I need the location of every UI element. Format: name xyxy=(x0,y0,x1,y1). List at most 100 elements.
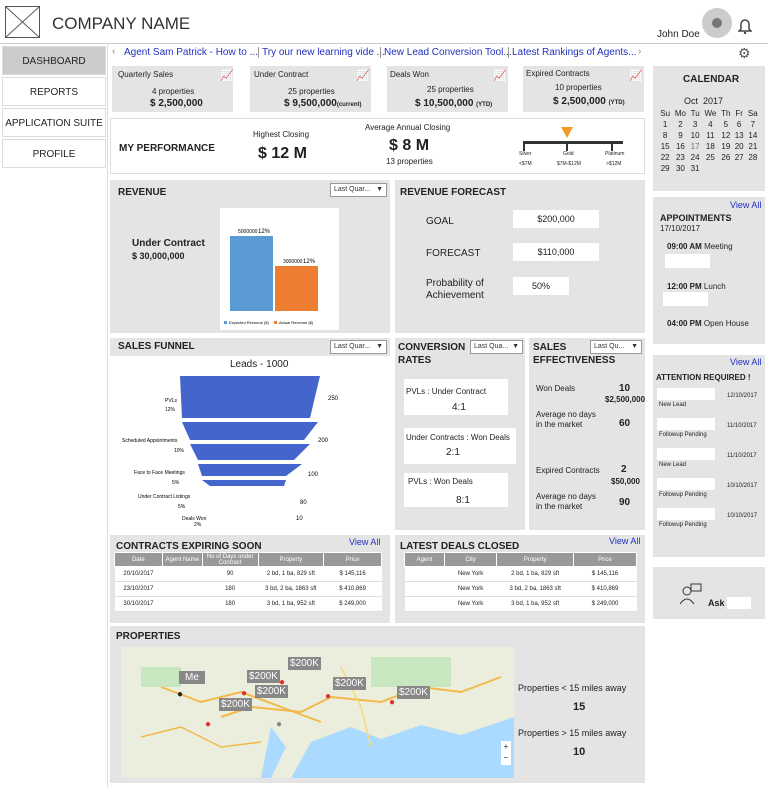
ticker-item[interactable]: New Lead Conversion Tool... xyxy=(380,47,512,58)
col-property[interactable]: Property xyxy=(257,552,325,567)
calendar-day[interactable]: 2 xyxy=(678,120,683,129)
map-price-label[interactable]: $200K xyxy=(247,670,280,683)
attention-item-label[interactable]: Followup Pending xyxy=(659,492,707,498)
table-row[interactable]: 20/10/2017 90 2 bd, 1 ba, 829 sft $ 145,116 xyxy=(114,566,382,582)
nav-application-suite[interactable]: APPLICATION SUITE xyxy=(2,108,106,137)
conversion-period-dropdown[interactable]: Last Qua... xyxy=(470,340,523,354)
table-row[interactable]: 30/10/2017 180 3 bd, 1 ba, 952 sft $ 249,00… xyxy=(114,596,382,612)
calendar-day[interactable]: 12 xyxy=(721,131,731,140)
map-pin-icon[interactable]: ● xyxy=(241,688,248,699)
ticker-next-icon[interactable]: › xyxy=(638,46,642,57)
ticker-item[interactable]: Try our new learning vide ... xyxy=(258,47,385,58)
stat-card-deals-won[interactable]: Deals Won 25 properties $ 10,500,000 (YT… xyxy=(387,66,508,112)
map-price-label[interactable]: $200K xyxy=(397,686,430,699)
appointments-view-all[interactable]: View All xyxy=(730,200,762,210)
table-row[interactable]: New York 2 bd, 1 ba, 829 sft $ 145,116 xyxy=(404,566,637,582)
calendar-day[interactable]: 1 xyxy=(662,120,668,129)
table-row[interactable]: New York 3 bd, 1 ba, 952 sft $ 249,000 xyxy=(404,596,637,612)
stat-card-quarterly-sales[interactable]: Quarterly Sales 4 properties $ 2,500,000… xyxy=(112,66,234,112)
calendar-day[interactable]: 11 xyxy=(706,131,715,140)
appointment-item[interactable]: 12:00 PM Lunch xyxy=(667,282,762,291)
calendar-day[interactable]: 18 xyxy=(705,142,715,151)
map-pin-icon[interactable]: ● xyxy=(279,677,286,688)
gear-icon[interactable]: ⚙ xyxy=(738,45,751,61)
calendar-day[interactable]: 26 xyxy=(721,153,731,162)
map-pin-icon[interactable]: ● xyxy=(389,697,396,708)
calendar-day[interactable]: 21 xyxy=(748,142,758,151)
col-agent[interactable]: Agent Name xyxy=(161,552,203,567)
col-agent[interactable]: Agent xyxy=(404,552,445,567)
col-property[interactable]: Property xyxy=(496,552,574,567)
attention-item-label[interactable]: New Lead xyxy=(659,402,687,408)
table-row[interactable]: 23/10/2017 180 3 bd, 2 ba, 1863 sft $ 410,8… xyxy=(114,581,382,597)
map-zoom-control[interactable]: + − xyxy=(501,741,511,765)
calendar-day[interactable]: 23 xyxy=(675,153,685,162)
effectiveness-period-dropdown[interactable]: Last Qu... xyxy=(590,340,642,354)
calendar-day[interactable]: 17 xyxy=(690,142,700,151)
appointment-item[interactable]: 04:00 PM Open House xyxy=(667,319,762,328)
nav-dashboard[interactable]: DASHBOARD xyxy=(2,46,106,75)
line-chart-icon[interactable]: 📈 xyxy=(356,70,370,82)
ticker-item[interactable]: Agent Sam Patrick - How to ... xyxy=(124,47,258,58)
calendar-day[interactable]: 24 xyxy=(690,153,700,162)
nav-reports[interactable]: REPORTS xyxy=(2,77,106,106)
calendar-day[interactable]: 13 xyxy=(734,131,744,140)
calendar-day[interactable]: 22 xyxy=(660,153,670,162)
table-row[interactable]: New York 3 bd, 2 ba, 1863 sft $ 410,869 xyxy=(404,581,637,597)
calendar-day[interactable]: 10 xyxy=(690,131,700,140)
revenue-bar[interactable] xyxy=(230,236,273,311)
ask-input[interactable] xyxy=(727,597,751,609)
revenue-bar[interactable] xyxy=(275,266,318,311)
stat-card-under-contract[interactable]: Under Contract 25 properties $ 9,500,000… xyxy=(250,66,371,112)
col-price[interactable]: Price xyxy=(573,552,637,567)
calendar-day[interactable]: 28 xyxy=(748,153,758,162)
line-chart-icon[interactable]: 📈 xyxy=(220,70,234,82)
calendar-day[interactable]: 4 xyxy=(708,120,713,129)
col-date[interactable]: Date xyxy=(114,552,163,567)
funnel-stage[interactable] xyxy=(190,444,310,460)
funnel-stage[interactable] xyxy=(180,376,320,418)
line-chart-icon[interactable]: 📈 xyxy=(493,70,507,82)
map-price-label[interactable]: $200K xyxy=(333,677,366,690)
calendar-day[interactable]: 6 xyxy=(736,120,742,129)
appointment-item[interactable]: 09:00 AM Meeting xyxy=(667,242,762,251)
map-pin-icon[interactable]: ● xyxy=(177,689,184,700)
calendar-day[interactable]: 20 xyxy=(734,142,744,151)
map-pin-icon[interactable]: ● xyxy=(276,719,283,730)
user-name[interactable]: John Doe xyxy=(657,29,700,40)
contracts-view-all[interactable]: View All xyxy=(349,537,381,547)
calendar-day[interactable]: 29 xyxy=(660,164,670,173)
ask-panel[interactable]: Ask xyxy=(653,567,765,619)
calendar-day[interactable]: 5 xyxy=(723,120,729,129)
col-price[interactable]: Price xyxy=(323,552,382,567)
col-days[interactable]: No of Days under Contract xyxy=(201,552,259,567)
funnel-stage[interactable] xyxy=(182,422,318,440)
funnel-period-dropdown[interactable]: Last Quar... xyxy=(330,340,387,354)
map-pin-icon[interactable]: ● xyxy=(205,719,212,730)
map-price-label[interactable]: $200K xyxy=(219,698,252,711)
col-city[interactable]: City xyxy=(443,552,498,567)
attention-view-all[interactable]: View All xyxy=(730,357,762,367)
calendar-month[interactable]: Oct 2017 xyxy=(684,96,724,106)
calendar-day[interactable]: 25 xyxy=(705,153,715,162)
calendar-day[interactable]: 27 xyxy=(734,153,744,162)
funnel-stage[interactable] xyxy=(202,480,286,486)
ticker-prev-icon[interactable]: ‹ xyxy=(112,46,116,57)
calendar-day[interactable]: 8 xyxy=(662,131,668,140)
ticker-item[interactable]: Latest Rankings of Agents... xyxy=(508,47,637,58)
calendar-day[interactable]: 31 xyxy=(690,164,700,173)
latest-view-all[interactable]: View All xyxy=(609,536,641,546)
map-pin-icon[interactable]: ● xyxy=(325,691,332,702)
attention-item-label[interactable]: Followup Pending xyxy=(659,432,707,438)
calendar-day[interactable]: 9 xyxy=(678,131,683,140)
stat-card-expired-contracts[interactable]: Expired Contracts 10 properties $ 2,500,… xyxy=(523,66,644,112)
calendar-day[interactable]: 30 xyxy=(675,164,685,173)
line-chart-icon[interactable]: 📈 xyxy=(629,70,643,82)
map-price-label[interactable]: $200K xyxy=(288,657,321,670)
map-price-label[interactable]: $200K xyxy=(255,685,288,698)
nav-profile[interactable]: PROFILE xyxy=(2,139,106,168)
bell-icon[interactable] xyxy=(737,18,753,39)
calendar-day[interactable]: 19 xyxy=(721,142,731,151)
calendar-day[interactable]: 15 xyxy=(660,142,670,151)
properties-map[interactable]: Me $200K $200K $200K $200K $200K $200K ●… xyxy=(121,647,514,778)
